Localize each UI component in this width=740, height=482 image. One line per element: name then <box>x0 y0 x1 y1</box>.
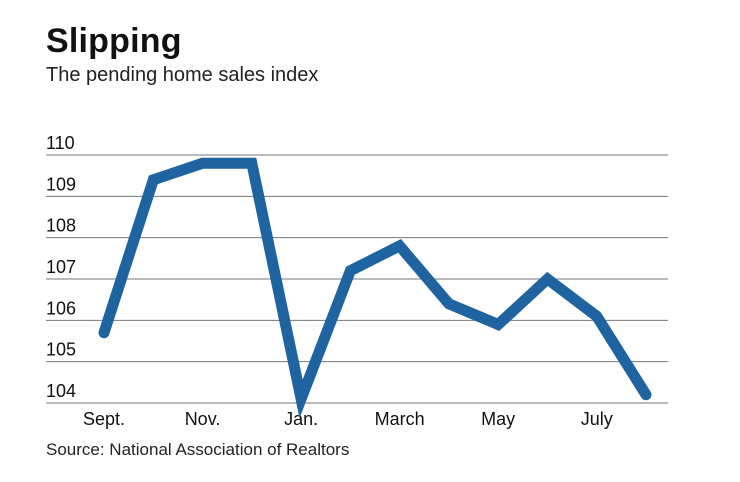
source-note: Source: National Association of Realtors <box>46 440 350 459</box>
x-tick-label-july: July <box>581 409 613 429</box>
x-tick-label-sept: Sept. <box>83 409 125 429</box>
y-tick-label-108: 108 <box>46 216 76 236</box>
data-points <box>103 163 647 399</box>
x-tick-label-may: May <box>481 409 515 429</box>
x-tick-label-nov: Nov. <box>185 409 221 429</box>
y-axis-ticks: 104 105 106 107 108 109 110 <box>46 133 76 401</box>
grid-layer <box>46 154 668 404</box>
x-tick-label-jan: Jan. <box>284 409 318 429</box>
y-tick-label-109: 109 <box>46 174 76 194</box>
chart-title: Slipping <box>46 22 182 60</box>
y-tick-label-107: 107 <box>46 257 76 277</box>
y-tick-label-106: 106 <box>46 298 76 318</box>
chart-subtitle: The pending home sales index <box>46 64 319 86</box>
y-tick-label-104: 104 <box>46 381 76 401</box>
x-tick-label-march: March <box>375 409 425 429</box>
y-tick-label-105: 105 <box>46 340 76 360</box>
x-axis-ticks: Sept. Nov. Jan. March May July <box>83 409 613 429</box>
y-tick-label-110: 110 <box>46 133 75 153</box>
series-line-pending-home-sales <box>98 157 652 419</box>
